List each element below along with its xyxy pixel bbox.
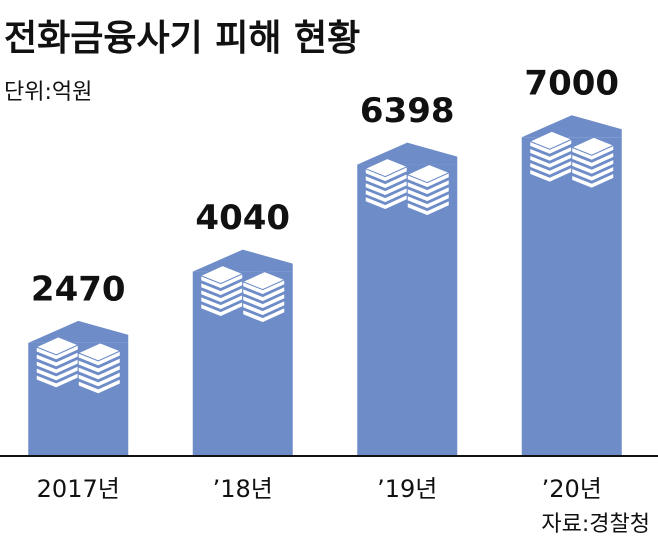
bill-layer [242, 285, 286, 303]
bar [521, 137, 622, 455]
x-tick-label: 2017년 [37, 475, 120, 503]
bill-layer [242, 306, 286, 324]
bill-layer [77, 378, 121, 395]
bill-layer [571, 172, 615, 189]
bar [357, 164, 458, 456]
bill-top [241, 271, 287, 291]
bar-cap [521, 115, 622, 138]
bill-layer [77, 364, 121, 381]
bill-top [363, 158, 409, 178]
bill-layer [571, 151, 615, 168]
bar-cap [192, 249, 293, 272]
x-tick-label: ’18년 [213, 475, 273, 503]
bill-layer [406, 192, 450, 210]
bill-layer [77, 357, 121, 374]
bill-top [76, 342, 122, 362]
bill-layer [571, 158, 615, 175]
value-label: 4040 [195, 198, 290, 238]
bill-layer [406, 178, 450, 196]
value-label: 7000 [524, 64, 619, 104]
bill-layer [242, 299, 286, 317]
bill-layer [77, 371, 121, 388]
bill-top [570, 136, 616, 156]
bill-layer [242, 292, 286, 310]
source: 자료:경찰청 [541, 512, 650, 537]
bill-layer [406, 185, 450, 203]
bill-top [528, 130, 574, 150]
bill-top [34, 336, 80, 356]
x-tick-label: ’19년 [377, 475, 437, 503]
chart-title: 전화금융사기 피해 현황 [4, 18, 360, 59]
unit-label: 단위:억원 [4, 80, 92, 105]
value-label: 6398 [360, 91, 455, 131]
bar-cap [28, 320, 129, 343]
x-tick-label: ’20년 [542, 475, 602, 503]
bar-cap [357, 142, 458, 165]
bill-layer [571, 165, 615, 182]
bill-layer [406, 199, 450, 217]
bill-top [199, 265, 245, 285]
value-label: 2470 [31, 269, 126, 309]
bill-top [405, 164, 451, 184]
